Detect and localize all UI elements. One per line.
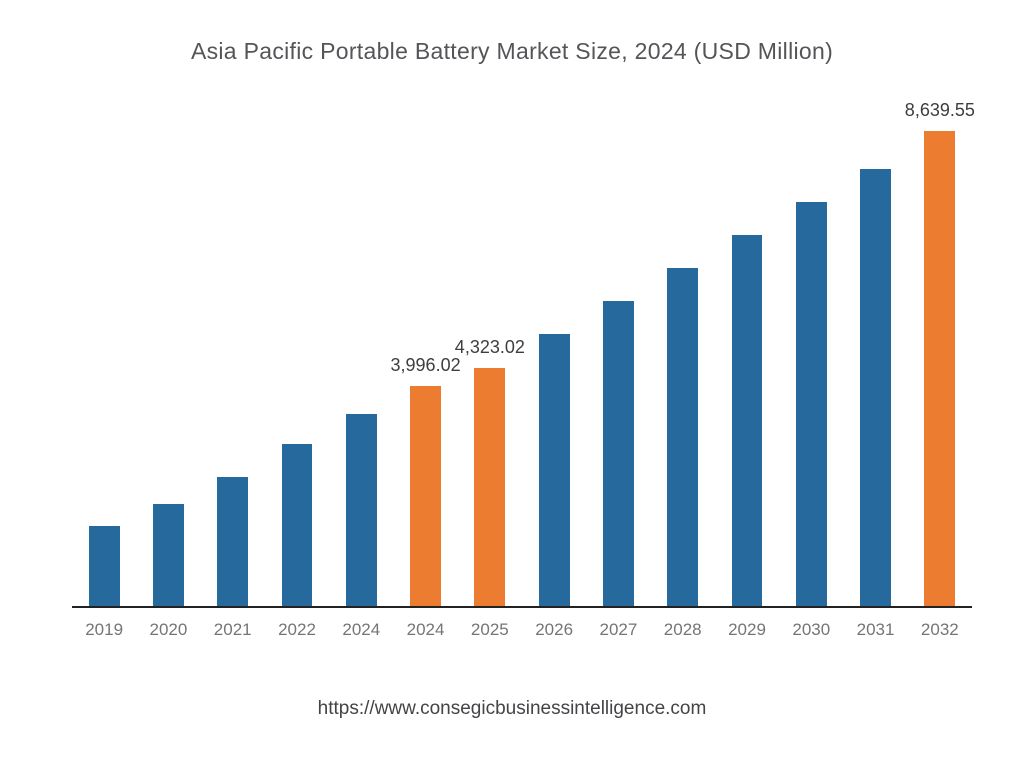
chart-area: 3,996.024,323.02 8,639.55 2019 2020 2021 202…: [72, 100, 972, 648]
x-tick-label: 2022: [278, 620, 316, 640]
bar-value-label: 4,323.02: [455, 337, 525, 358]
x-tick-label: 2021: [214, 620, 252, 640]
x-tick-label: 2032: [921, 620, 959, 640]
x-axis: 2019 2020 2021 2022 2024 2024 2025 2026 2027 2028…: [72, 608, 972, 648]
bar: [153, 504, 184, 606]
bar-value-label: 3,996.02: [391, 355, 461, 376]
source-url: https://www.consegicbusinessintelligence…: [0, 698, 1024, 720]
x-tick-label: 2029: [728, 620, 766, 640]
bar-value-label: 8,639.55: [905, 100, 975, 121]
x-tick-label: 2020: [150, 620, 188, 640]
plot-region: 3,996.024,323.02 8,639.55: [72, 100, 972, 608]
bar: [410, 386, 441, 606]
x-tick-label: 2026: [535, 620, 573, 640]
bar: [346, 414, 377, 607]
bar: [539, 334, 570, 606]
bar: [89, 526, 120, 606]
x-tick-label: 2031: [857, 620, 895, 640]
bar: [474, 368, 505, 606]
x-tick-label: 2028: [664, 620, 702, 640]
bar: [732, 235, 763, 606]
x-tick-label: 2024: [407, 620, 445, 640]
x-tick-label: 2025: [471, 620, 509, 640]
x-tick-label: 2019: [85, 620, 123, 640]
bar: [603, 301, 634, 606]
bar: [860, 169, 891, 606]
bar: [796, 202, 827, 606]
bar: [282, 444, 313, 606]
x-tick-label: 2030: [792, 620, 830, 640]
x-tick-label: 2027: [600, 620, 638, 640]
x-tick-label: 2024: [342, 620, 380, 640]
bar: [667, 268, 698, 606]
bar: [217, 477, 248, 606]
bar: [924, 131, 955, 606]
chart-title: Asia Pacific Portable Battery Market Siz…: [0, 0, 1024, 65]
